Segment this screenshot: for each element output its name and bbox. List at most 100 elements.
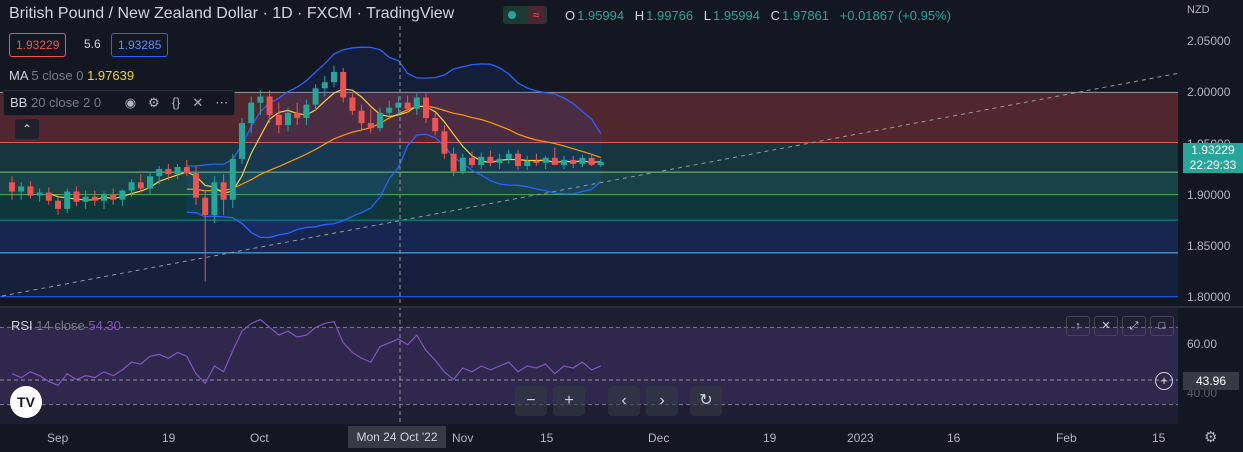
countdown-label: 22:29:33: [1183, 158, 1243, 173]
scroll-left-button[interactable]: ‹: [608, 386, 640, 416]
candle-body: [588, 157, 595, 165]
close-icon[interactable]: ✕: [192, 95, 204, 110]
tradingview-logo[interactable]: TV: [10, 386, 42, 418]
zoom-controls: − +: [515, 386, 591, 416]
candle-body: [450, 153, 457, 172]
candle-body: [156, 169, 163, 177]
candle-body: [413, 97, 420, 109]
candles: [9, 65, 604, 282]
candle-body: [349, 97, 356, 111]
candle-body: [551, 157, 558, 165]
candle-body: [496, 158, 503, 163]
low-label: L: [703, 8, 711, 23]
candle-body: [597, 161, 604, 165]
last-price-label: 1.93229: [1183, 143, 1243, 158]
reset-chart-button[interactable]: ↻: [690, 386, 722, 416]
currency-label[interactable]: NZD: [1187, 4, 1210, 16]
zoom-out-button[interactable]: −: [515, 386, 547, 416]
crosshair-date-label: Mon 24 Oct '22: [348, 426, 446, 448]
scroll-controls: ‹ › ↻: [608, 386, 728, 416]
time-tick: 16: [947, 431, 961, 445]
move-pane-up-icon[interactable]: ↑: [1066, 316, 1090, 336]
sell-button[interactable]: 1.93229: [9, 33, 67, 57]
ma-params: 5 close 0: [31, 68, 84, 83]
rsi-legend[interactable]: RSI 14 close 54.30: [11, 318, 121, 333]
zoom-in-button[interactable]: +: [553, 386, 585, 416]
fib-zone: [0, 220, 1178, 253]
rsi-params: 14 close: [36, 318, 85, 333]
market-open-icon: [508, 11, 516, 19]
market-status-badge[interactable]: ≈: [503, 6, 547, 24]
gear-icon[interactable]: ⚙: [148, 95, 160, 110]
bb-params: 20 close 2 0: [30, 95, 102, 110]
candle-body: [239, 123, 245, 159]
scroll-right-button[interactable]: ›: [646, 386, 678, 416]
candle-body: [533, 160, 540, 163]
time-tick: Dec: [648, 431, 670, 445]
open-label: O: [565, 8, 576, 23]
candle-body: [174, 167, 181, 175]
wave-icon: ≈: [527, 6, 545, 24]
time-axis-bg[interactable]: [0, 424, 1178, 452]
candle-body: [542, 157, 549, 163]
time-tick: 15: [1152, 431, 1166, 445]
fib-zone: [0, 172, 1178, 195]
candle-body: [36, 192, 43, 196]
candle-body: [515, 153, 521, 166]
candle-body: [101, 194, 107, 201]
braces-icon[interactable]: {}: [171, 95, 181, 110]
candle-body: [524, 160, 531, 166]
price-tick: 1.85000: [1187, 238, 1231, 253]
candle-body: [340, 71, 347, 98]
bb-legend[interactable]: BB 20 close 2 0 ◉ ⚙ {} ✕ ⋯: [3, 90, 236, 116]
settings-gear-icon[interactable]: ⚙: [1204, 429, 1218, 446]
close-pane-icon[interactable]: ✕: [1094, 316, 1118, 336]
price-tick: 2.00000: [1187, 85, 1231, 100]
candle-body: [220, 182, 227, 200]
candle-body: [459, 157, 466, 172]
candle-body: [312, 88, 319, 105]
more-icon[interactable]: ⋯: [215, 95, 229, 110]
high-value: 1.99766: [646, 8, 694, 23]
collapse-pane-icon[interactable]: □: [1150, 316, 1174, 336]
candle-body: [505, 153, 512, 159]
time-tick: Oct: [250, 431, 269, 445]
candle-body: [147, 176, 153, 189]
chart-title: British Pound / New Zealand Dollar · 1D …: [9, 5, 455, 22]
time-tick: Nov: [452, 431, 474, 445]
close-value: 1.97861: [782, 8, 830, 23]
fib-retracement-zones: [0, 91, 1178, 298]
candle-body: [45, 192, 52, 201]
bb-name: BB: [10, 95, 28, 110]
candle-body: [441, 131, 448, 154]
candle-body: [183, 167, 190, 174]
candle-body: [579, 157, 586, 164]
candle-body: [27, 186, 34, 196]
candle-body: [64, 191, 71, 209]
time-tick: Feb: [1056, 431, 1077, 445]
candle-body: [469, 157, 475, 165]
ohlc-legend: O 1.95994 H 1.99766 L 1.95994 C 1.97861 +0.0…: [565, 8, 951, 23]
rsi-tick-60: 60.00: [1187, 337, 1218, 351]
collapse-legend-button[interactable]: ⌃: [15, 119, 39, 139]
bb-upper-line: [186, 46, 602, 167]
candle-body: [487, 156, 494, 163]
pane-controls: ↑ ✕ ⤢ □: [1066, 316, 1178, 336]
candle-body: [266, 96, 273, 115]
eye-icon[interactable]: ◉: [124, 95, 137, 110]
candle-body: [128, 182, 135, 191]
time-tick: 15: [540, 431, 554, 445]
candle-body: [321, 82, 328, 89]
ma-name: MA: [9, 68, 28, 83]
candle-body: [165, 169, 172, 175]
ma-legend[interactable]: MA 5 close 0 1.97639: [9, 68, 134, 83]
candle-body: [202, 197, 209, 216]
buy-button[interactable]: 1.93285: [111, 33, 169, 57]
add-alert-button[interactable]: +: [1155, 372, 1173, 390]
maximize-pane-icon[interactable]: ⤢: [1122, 316, 1146, 336]
candle-body: [275, 114, 282, 126]
rsi-crosshair-label: 43.96: [1183, 372, 1239, 390]
bb-lower-line: [186, 133, 602, 239]
candle-body: [478, 156, 485, 165]
